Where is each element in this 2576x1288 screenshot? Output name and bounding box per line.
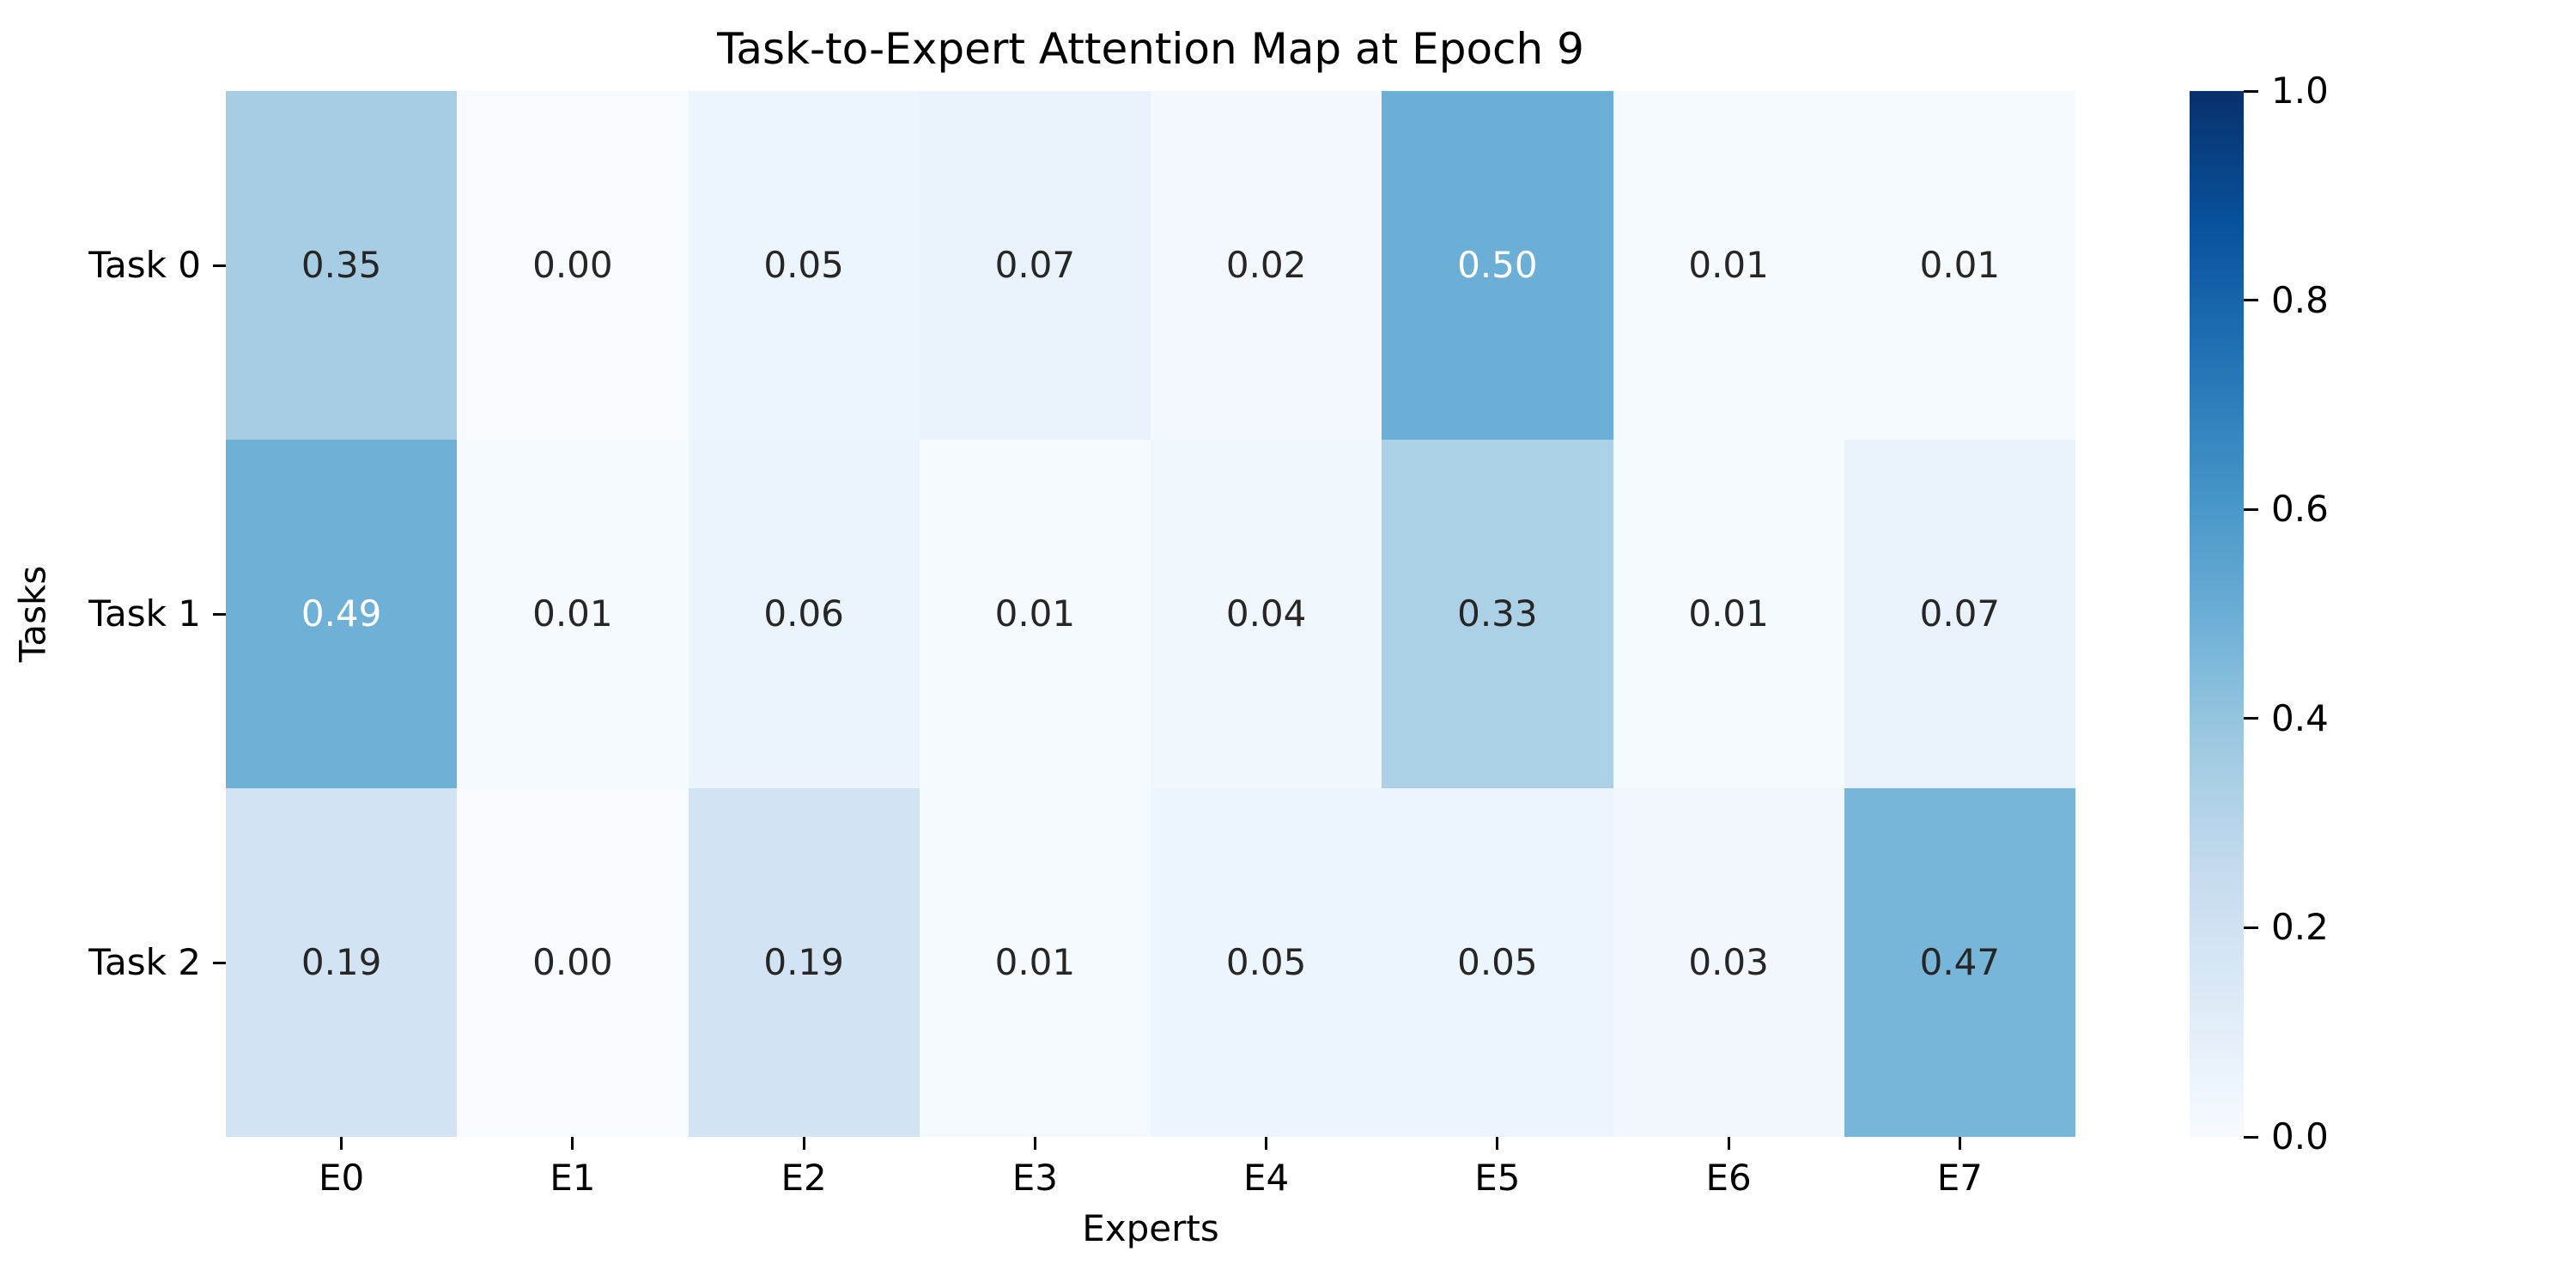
cell-value: 0.47 [1919,941,2001,983]
heatmap-cell: 0.33 [1382,440,1613,788]
heatmap-cell: 0.04 [1151,440,1382,788]
colorbar-tick-label: 0.4 [2271,696,2329,739]
colorbar-tick-label: 0.0 [2271,1115,2329,1157]
y-tick-mark [213,264,226,267]
x-tick-label: E5 [1474,1157,1521,1199]
colorbar-tick-mark [2244,299,2258,302]
cell-value: 0.01 [532,592,613,635]
x-tick-label: E3 [1012,1157,1058,1199]
x-axis-label: Experts [1082,1207,1219,1249]
heatmap-cell: 0.07 [919,91,1151,440]
x-tick-mark [571,1137,574,1150]
heatmap-cell: 0.00 [457,91,689,440]
x-tick-label: E4 [1242,1157,1290,1199]
cell-value: 0.19 [763,941,844,983]
y-tick-label: Task 1 [88,592,201,635]
x-tick-mark [340,1137,343,1150]
cell-value: 0.01 [994,592,1076,635]
cell-value: 0.49 [301,592,382,635]
cell-value: 0.19 [301,941,382,983]
x-tick-mark [1727,1137,1730,1150]
x-tick-label: E6 [1705,1157,1752,1199]
y-tick-mark [213,612,226,616]
heatmap-cell: 0.06 [688,440,920,788]
heatmap-cell: 0.05 [1151,788,1382,1137]
cell-value: 0.33 [1457,592,1538,635]
cell-value: 0.01 [1688,592,1769,635]
cell-value: 0.01 [1919,244,2001,286]
x-tick-label: E0 [318,1157,365,1199]
heatmap-cell: 0.19 [226,788,458,1137]
colorbar-tick-label: 0.6 [2271,488,2329,531]
heatmap-cell: 0.01 [1613,91,1844,440]
cell-value: 0.00 [532,941,613,983]
x-tick-mark [1033,1137,1036,1150]
heatmap-cell: 0.50 [1382,91,1613,440]
colorbar-tick-mark [2244,717,2258,720]
x-tick-mark [1958,1137,1961,1150]
x-tick-label: E2 [781,1157,827,1199]
x-tick-label: E7 [1936,1157,1983,1199]
cell-value: 0.05 [1225,941,1307,983]
colorbar-tick-mark [2244,1135,2258,1139]
x-tick-label: E1 [550,1157,596,1199]
y-tick-label: Task 0 [88,244,201,286]
heatmap-cell: 0.00 [457,788,689,1137]
heatmap-cell: 0.01 [1844,91,2075,440]
colorbar [2190,91,2244,1137]
cell-value: 0.02 [1225,244,1307,286]
cell-value: 0.01 [1688,244,1769,286]
cell-value: 0.04 [1225,592,1307,635]
cell-value: 0.05 [763,244,844,286]
colorbar-tick-mark [2244,507,2258,511]
heatmap-cell: 0.01 [919,788,1151,1137]
x-tick-mark [1496,1137,1499,1150]
cell-value: 0.00 [532,244,613,286]
colorbar-tick-label: 0.2 [2271,906,2329,949]
colorbar-tick-mark [2244,89,2258,93]
y-tick-mark [213,961,226,964]
cell-value: 0.07 [994,244,1076,286]
cell-value: 0.05 [1457,941,1538,983]
heatmap-cell: 0.01 [457,440,689,788]
x-tick-mark [1265,1137,1268,1150]
cell-value: 0.06 [763,592,844,635]
colorbar-tick-label: 0.8 [2271,278,2329,321]
heatmap-cell: 0.35 [226,91,458,440]
heatmap-cell: 0.05 [1382,788,1613,1137]
colorbar-tick-mark [2244,926,2258,929]
x-tick-mark [802,1137,805,1150]
cell-value: 0.01 [994,941,1076,983]
cell-value: 0.50 [1457,244,1538,286]
heatmap-cell: 0.47 [1844,788,2075,1137]
cell-value: 0.35 [301,244,382,286]
heatmap-cell: 0.07 [1844,440,2075,788]
heatmap-cell: 0.01 [919,440,1151,788]
heatmap-cell: 0.49 [226,440,458,788]
colorbar-tick-label: 1.0 [2271,70,2329,112]
heatmap-cell: 0.01 [1613,440,1844,788]
cell-value: 0.07 [1919,592,2001,635]
heatmap-cell: 0.03 [1613,788,1844,1137]
cell-value: 0.03 [1688,941,1769,983]
heatmap-grid: 0.35 0.00 0.05 0.07 0.02 0.50 0.01 0.01 0.49 0.01… [226,91,2075,1137]
heatmap-cell: 0.19 [688,788,920,1137]
y-tick-label: Task 2 [88,941,201,983]
heatmap-cell: 0.05 [688,91,920,440]
heatmap-cell: 0.02 [1151,91,1382,440]
chart-title: Task-to-Expert Attention Map at Epoch 9 [717,24,1584,74]
